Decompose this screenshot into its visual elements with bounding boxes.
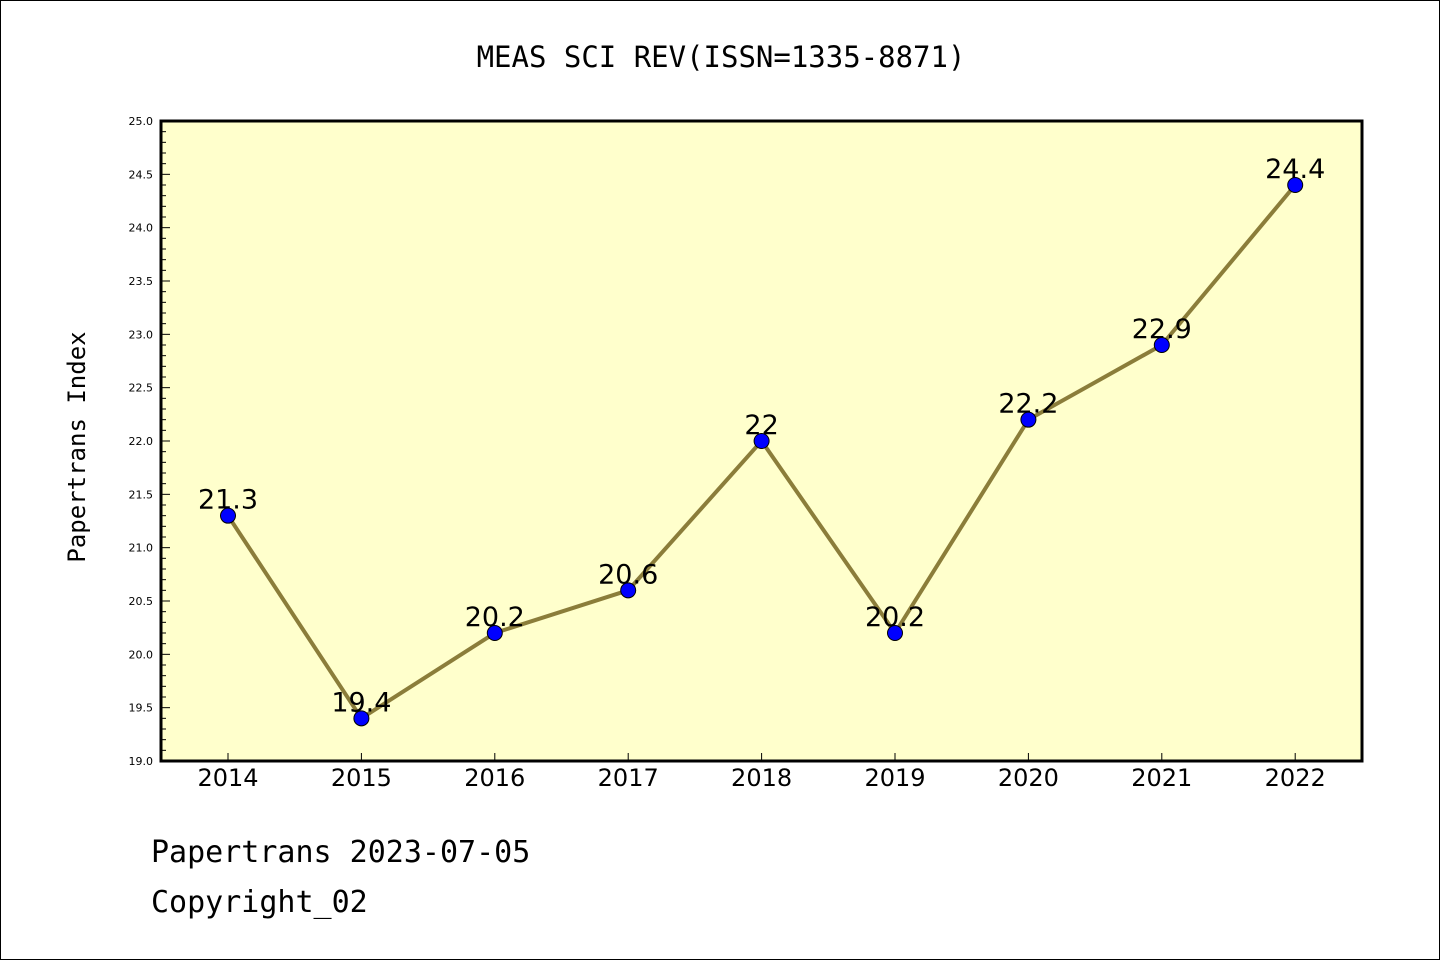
x-tick-label: 2019: [864, 764, 925, 792]
x-tick-label: 2014: [197, 764, 258, 792]
y-axis-label: Papertrans Index: [63, 331, 91, 562]
y-tick-label: 22.5: [129, 382, 154, 395]
x-tick-label: 2018: [731, 764, 792, 792]
x-tick-label: 2017: [598, 764, 659, 792]
y-tick-label: 19.0: [129, 755, 154, 768]
data-point: [220, 507, 236, 524]
x-tick-label: 2016: [464, 764, 525, 792]
x-tick-label: 2022: [1265, 764, 1326, 792]
y-tick-label: 23.0: [129, 328, 154, 341]
data-point: [1287, 177, 1304, 193]
data-point: [753, 433, 770, 449]
data-point: [887, 625, 903, 641]
y-tick-label: 23.5: [129, 275, 154, 288]
y-tick-label: 19.5: [129, 702, 154, 715]
axis-ticks: 19.0 19.5 20.0 20.5 21.0 21.5 22.0 22.5 23.0 23.5…: [129, 115, 1326, 792]
footer-date-line: Papertrans 2023-07-05: [151, 835, 531, 870]
data-point: [620, 582, 637, 599]
x-tick-label: 2020: [998, 764, 1059, 792]
y-tick-label: 24.0: [129, 222, 154, 235]
data-point: [353, 710, 370, 727]
y-tick-label: 22.0: [129, 435, 154, 448]
y-tick-label: 21.0: [129, 542, 154, 555]
chart-title: MEAS SCI REV(ISSN=1335-8871): [477, 40, 966, 74]
footer-copyright-line: Copyright_02: [151, 885, 368, 920]
y-tick-label: 20.0: [129, 648, 154, 661]
data-point: [1153, 337, 1170, 353]
x-tick-label: 2021: [1131, 764, 1192, 792]
data-point: [486, 625, 503, 641]
data-point: [1020, 411, 1037, 428]
y-tick-label: 21.5: [129, 488, 154, 501]
y-tick-label: 20.5: [129, 595, 154, 608]
plot-frame: [159, 119, 1364, 763]
y-tick-label: 25.0: [129, 115, 154, 128]
y-tick-label: 24.5: [129, 168, 154, 181]
x-tick-label: 2015: [331, 764, 392, 792]
